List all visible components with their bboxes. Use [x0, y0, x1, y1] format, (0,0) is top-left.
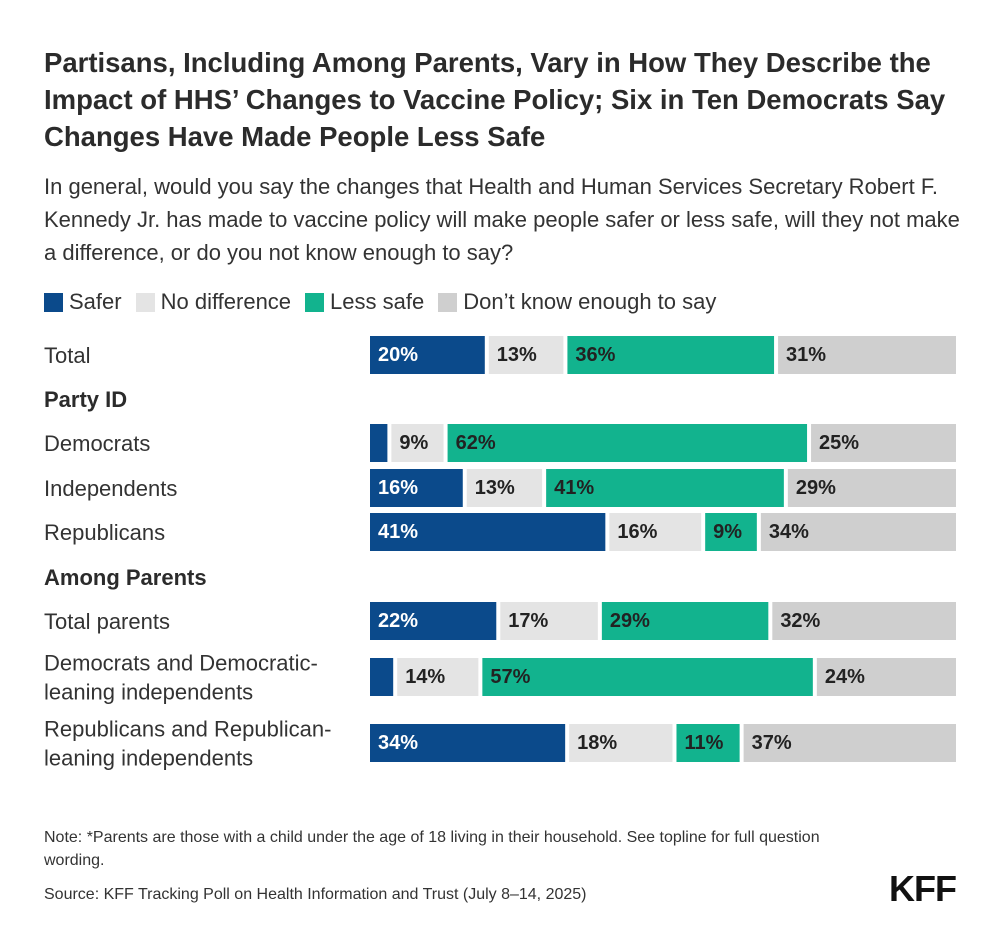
- row-label-total: Total: [44, 343, 90, 368]
- value-label-independents-no-difference: 13%: [475, 477, 515, 499]
- bar-total-parents-don-t-know-enough-to-say: [772, 602, 956, 640]
- value-label-independents-less-safe: 41%: [554, 477, 594, 499]
- bar-total-parents-less-safe: [601, 602, 769, 640]
- value-label-republicans-don-t-know-enough-to-say: 34%: [769, 521, 809, 543]
- value-label-republicans-and-republican-leaning-independents-don-t-know-enough-to-say: 37%: [752, 732, 792, 754]
- row-label-independents: Independents: [44, 476, 177, 501]
- bar-democrats-and-democratic-leaning-independents-less-safe: [482, 658, 813, 696]
- row-label-total-parents: Total parents: [44, 609, 170, 634]
- row-label-republicans-and-republican-leaning-independents: Republicans and Republican-leaning indep…: [44, 716, 331, 770]
- group-label-among-parents: Among Parents: [44, 565, 207, 590]
- bar-total-parents-safer: [370, 602, 497, 640]
- legend-item-less-safe: Less safe: [305, 289, 424, 315]
- bar-republicans-and-republican-leaning-independents-safer: [370, 724, 566, 762]
- bar-democrats-and-democratic-leaning-independents-no-difference: [397, 658, 479, 696]
- bar-republicans-and-republican-leaning-independents-less-safe: [676, 724, 740, 762]
- bar-total-don-t-know-enough-to-say: [778, 336, 956, 374]
- value-label-total-parents-no-difference: 17%: [508, 610, 548, 632]
- value-label-total-parents-less-safe: 29%: [610, 610, 650, 632]
- bar-democrats-don-t-know-enough-to-say: [811, 424, 956, 462]
- value-label-democrats-and-democratic-leaning-independents-no-difference: 14%: [405, 666, 445, 688]
- value-label-republicans-less-safe: 9%: [713, 521, 742, 543]
- row-label-democrats: Democrats: [44, 431, 150, 456]
- legend-swatch-safer: [44, 292, 63, 312]
- value-label-republicans-and-republican-leaning-independents-less-safe: 11%: [684, 732, 723, 754]
- bar-democrats-and-democratic-leaning-independents-safer: [370, 658, 394, 696]
- bar-democrats-and-democratic-leaning-independents-don-t-know-enough-to-say: [816, 658, 956, 696]
- bar-republicans-and-republican-leaning-independents-don-t-know-enough-to-say: [743, 724, 956, 762]
- value-label-independents-safer: 16%: [378, 477, 418, 499]
- group-label-party-id: Party ID: [44, 387, 127, 412]
- source-note: Source: KFF Tracking Poll on Health Info…: [44, 886, 587, 903]
- legend-label-dont-know: Don’t know enough to say: [463, 289, 717, 314]
- chart-subtitle: In general, would you say the changes th…: [44, 174, 960, 265]
- legend-swatch-no-difference: [135, 292, 155, 312]
- value-label-independents-don-t-know-enough-to-say: 29%: [796, 477, 836, 499]
- value-label-total-parents-safer: 22%: [378, 610, 418, 632]
- legend-label-no-difference: No difference: [160, 289, 292, 314]
- bar-republicans-less-safe: [705, 513, 757, 551]
- bar-total-safer: [370, 336, 485, 374]
- bar-republicans-and-republican-leaning-independents-no-difference: [569, 724, 673, 762]
- legend-item-dont-know: Don’t know enough to say: [438, 289, 716, 315]
- value-label-democrats-and-democratic-leaning-independents-less-safe: 57%: [490, 666, 530, 688]
- row-label-democrats-and-democratic-leaning-independents: Democrats and Democratic-leaning indepen…: [44, 650, 318, 704]
- value-label-democrats-don-t-know-enough-to-say: 25%: [819, 432, 859, 454]
- bar-total-no-difference: [488, 336, 564, 374]
- legend-item-no-difference: No difference: [135, 289, 292, 315]
- legend-swatch-dont-know: [438, 292, 458, 312]
- legend-item-safer: Safer: [44, 289, 122, 315]
- kff-logo: KFF: [889, 868, 957, 909]
- legend-label-less-safe: Less safe: [330, 289, 425, 314]
- chart-title: Partisans, Including Among Parents, Vary…: [44, 47, 946, 152]
- value-label-total-no-difference: 13%: [497, 344, 537, 366]
- bar-independents-safer: [370, 469, 463, 507]
- bar-republicans-don-t-know-enough-to-say: [760, 513, 956, 551]
- legend-swatch-less-safe: [305, 292, 325, 312]
- value-label-republicans-no-difference: 16%: [617, 521, 657, 543]
- bar-democrats-no-difference: [391, 424, 444, 462]
- bar-independents-no-difference: [466, 469, 543, 507]
- bar-independents-don-t-know-enough-to-say: [787, 469, 956, 507]
- bar-total-parents-no-difference: [500, 602, 598, 640]
- bar-democrats-less-safe: [447, 424, 808, 462]
- value-label-total-parents-don-t-know-enough-to-say: 32%: [780, 610, 820, 632]
- footnote: Note: *Parents are those with a child un…: [44, 829, 820, 869]
- value-label-republicans-and-republican-leaning-independents-no-difference: 18%: [577, 732, 617, 754]
- value-label-republicans-safer: 41%: [378, 521, 418, 543]
- bar-republicans-no-difference: [609, 513, 702, 551]
- value-label-total-safer: 20%: [378, 344, 418, 366]
- bar-democrats-safer: [370, 424, 388, 462]
- value-label-democrats-and-democratic-leaning-independents-don-t-know-enough-to-say: 24%: [825, 666, 865, 688]
- legend-label-safer: Safer: [69, 289, 122, 314]
- value-label-total-less-safe: 36%: [575, 344, 615, 366]
- bar-republicans-safer: [370, 513, 606, 551]
- value-label-democrats-no-difference: 9%: [399, 432, 428, 454]
- value-label-democrats-less-safe: 62%: [456, 432, 496, 454]
- legend: Safer No difference Less safe Don’t know…: [44, 287, 730, 317]
- value-label-republicans-and-republican-leaning-independents-safer: 34%: [378, 732, 418, 754]
- value-label-total-don-t-know-enough-to-say: 31%: [786, 344, 826, 366]
- bar-independents-less-safe: [546, 469, 784, 507]
- row-label-republicans: Republicans: [44, 520, 165, 545]
- bar-total-less-safe: [567, 336, 775, 374]
